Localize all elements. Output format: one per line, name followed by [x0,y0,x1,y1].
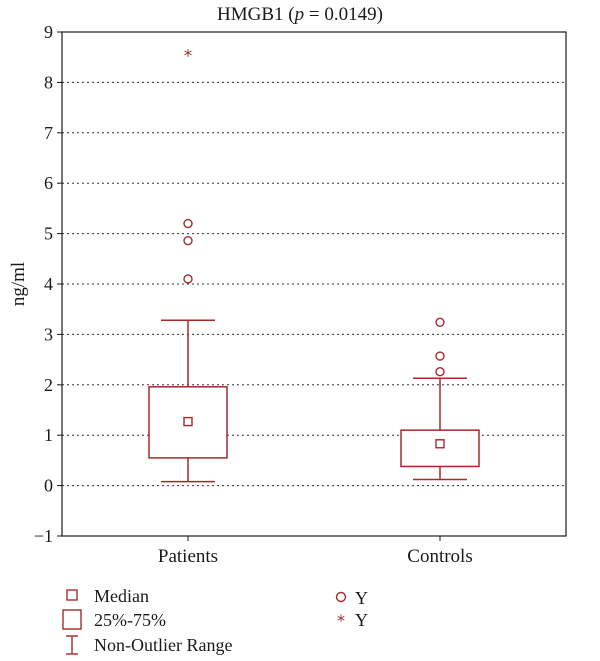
median-marker [183,416,193,427]
outlier-point [183,218,193,229]
outlier-point [435,366,445,377]
outlier-point [183,235,193,246]
legend-label-extreme: Y [355,610,368,630]
legend-label-range: Non-Outlier Range [94,635,233,655]
x-tick-label: Patients [158,546,218,567]
title-prefix: HMGB1 ( [217,4,295,25]
x-tick-label: Controls [407,546,472,567]
outlier-circle-icon [335,591,347,603]
legend-label-median: Median [94,586,149,606]
y-tick-label: 2 [44,375,53,395]
y-tick-label: 5 [44,224,53,244]
y-tick-label: −1 [34,526,53,546]
y-tick-label: 1 [44,425,53,445]
y-tick-label: 9 [44,22,53,42]
median-marker [435,439,445,449]
svg-text:*: * [337,611,345,630]
whisker-icon [66,635,78,655]
chart-title: HMGB1 (p = 0.0149) [0,4,600,26]
y-tick-label: 8 [44,72,53,92]
legend-label-iqr: 25%-75% [94,610,166,630]
iqr-box-icon [62,609,82,630]
y-axis-label: ng/ml [8,262,29,306]
title-p-value: = 0.0149) [304,4,383,25]
y-tick-label: 7 [44,123,53,143]
y-tick-label: 0 [44,476,53,496]
iqr-box [148,386,228,459]
median-square-icon [66,589,78,601]
y-tick-label: 3 [44,324,53,344]
title-p-symbol: p [294,4,305,25]
outlier-point [183,274,193,284]
outlier-point [435,351,445,361]
y-tick-label: 4 [44,274,53,294]
y-tick-label: 6 [44,173,53,193]
box-plot: −1 0 1 2 3 4 5 6 7 8 9 ng/ml Patients * Controls [8,22,567,567]
plot-frame [61,31,567,537]
outlier-point [435,317,445,328]
extreme-asterisk-icon: * [337,611,345,630]
legend-label-outlier: Y [355,588,368,608]
extreme-point: * [184,47,193,67]
